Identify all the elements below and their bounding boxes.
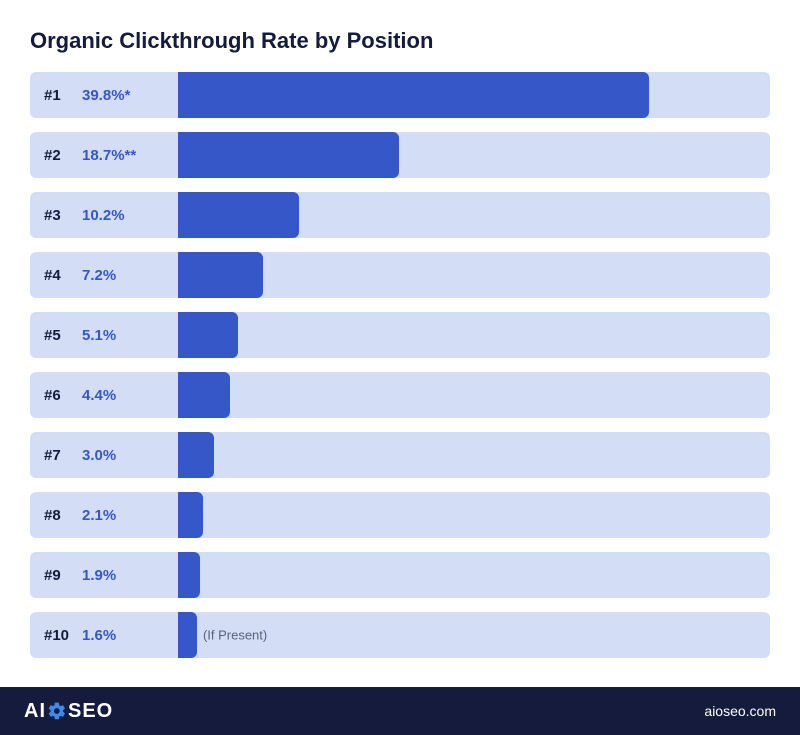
position-label: #4 (30, 267, 82, 284)
position-label: #7 (30, 447, 82, 464)
percent-label: 4.4% (82, 387, 178, 404)
bar-fill (178, 72, 649, 118)
chart-row: #218.7%** (30, 132, 770, 178)
percent-label: 10.2% (82, 207, 178, 224)
bar-track (178, 552, 770, 598)
position-label: #2 (30, 147, 82, 164)
bar-track (178, 72, 770, 118)
chart-card: Organic Clickthrough Rate by Position #1… (0, 0, 800, 735)
chart-row: #101.6% (If Present) (30, 612, 770, 658)
bar-track (178, 432, 770, 478)
chart-row: #55.1% (30, 312, 770, 358)
bar-track (178, 252, 770, 298)
percent-label: 1.6% (82, 627, 178, 644)
percent-label: 1.9% (82, 567, 178, 584)
position-label: #9 (30, 567, 82, 584)
row-note: (If Present) (203, 628, 267, 643)
percent-label: 7.2% (82, 267, 178, 284)
bar-fill (178, 252, 263, 298)
percent-label: 18.7%** (82, 147, 178, 164)
bar-fill (178, 192, 299, 238)
percent-label: 39.8%* (82, 87, 178, 104)
brand-suffix: SEO (68, 700, 113, 723)
gear-icon (47, 701, 67, 721)
footer-bar: AI SEO aioseo.com (0, 687, 800, 735)
position-label: #5 (30, 327, 82, 344)
footer-site: aioseo.com (704, 703, 776, 719)
bar-fill (178, 372, 230, 418)
position-label: #1 (30, 87, 82, 104)
percent-label: 5.1% (82, 327, 178, 344)
percent-label: 3.0% (82, 447, 178, 464)
bar-track (178, 492, 770, 538)
position-label: #8 (30, 507, 82, 524)
bar-fill (178, 612, 197, 658)
brand-logo: AI SEO (24, 700, 113, 723)
chart-row: #64.4% (30, 372, 770, 418)
percent-label: 2.1% (82, 507, 178, 524)
chart-rows: #139.8%* #218.7%** #310.2% #47.2% #55.1% #64.… (0, 72, 800, 658)
chart-row: #310.2% (30, 192, 770, 238)
position-label: #10 (30, 627, 82, 644)
chart-row: #82.1% (30, 492, 770, 538)
bar-fill (178, 552, 200, 598)
position-label: #6 (30, 387, 82, 404)
bar-fill (178, 492, 203, 538)
bar-track (178, 192, 770, 238)
chart-row: #73.0% (30, 432, 770, 478)
bar-fill (178, 432, 214, 478)
bar-fill (178, 132, 399, 178)
chart-title: Organic Clickthrough Rate by Position (0, 0, 800, 72)
position-label: #3 (30, 207, 82, 224)
bar-fill (178, 312, 238, 358)
bar-track (178, 132, 770, 178)
chart-row: #91.9% (30, 552, 770, 598)
brand-prefix: AI (24, 700, 46, 723)
bar-track (178, 312, 770, 358)
chart-row: #47.2% (30, 252, 770, 298)
bar-track (178, 372, 770, 418)
chart-row: #139.8%* (30, 72, 770, 118)
